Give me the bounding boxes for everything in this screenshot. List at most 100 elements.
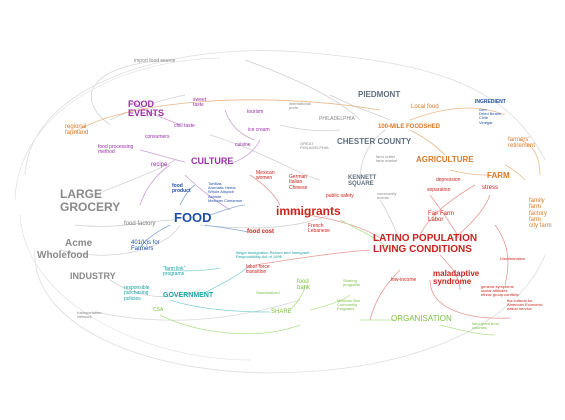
ingredient-label: INGREDIENT xyxy=(475,99,506,105)
edge xyxy=(184,174,231,211)
farm-link-programs-label: "farm link" programs xyxy=(163,266,186,278)
food-product-label: food product xyxy=(172,183,191,195)
edge xyxy=(359,129,386,181)
edge xyxy=(504,164,526,181)
edge xyxy=(329,94,391,121)
edge xyxy=(339,219,391,251)
edge xyxy=(279,124,341,132)
edge xyxy=(139,164,171,206)
edge xyxy=(369,269,401,321)
food-events-label: FOOD EVENTS xyxy=(128,99,165,119)
food-cost-label: food cost xyxy=(247,229,274,235)
edge xyxy=(34,249,546,374)
edge xyxy=(90,59,176,126)
edge xyxy=(69,99,381,136)
large-grocery-label: LARGE GROCERY xyxy=(60,187,121,214)
latino-living-conditions-label: LATINO POPULATION LIVING CONDITIONS xyxy=(373,233,478,255)
kennett-square-label: KENNETT SQUARE xyxy=(348,175,377,188)
fair-farm-labor-label: Fair Farm Labor xyxy=(428,211,454,224)
edge xyxy=(94,299,301,321)
farm-label: FARM xyxy=(487,171,510,180)
edge xyxy=(139,224,171,251)
food-processing-method-label: food processing method xyxy=(98,144,134,156)
standardized-label: Standardized xyxy=(256,290,280,295)
edge xyxy=(454,194,491,239)
edge xyxy=(249,174,281,206)
share-label: SHARE xyxy=(271,309,292,315)
edge xyxy=(94,159,176,196)
csa-label: CSA xyxy=(153,307,164,313)
edge xyxy=(254,249,371,266)
edge xyxy=(199,264,251,296)
edge xyxy=(289,211,381,239)
french-lebanese-label: French Lebanese xyxy=(308,223,330,235)
edge xyxy=(224,139,261,166)
edge xyxy=(439,324,496,336)
edge xyxy=(14,57,221,201)
edge xyxy=(164,267,221,272)
organisation-label: ORGANISATION xyxy=(391,314,452,323)
local-food-label: Local food xyxy=(411,104,439,110)
labor-force-transition-label: labor force transition xyxy=(246,264,270,276)
regional-farmland-label: regional farmland xyxy=(65,124,89,137)
philadelphia-label: PHILADELPHIA xyxy=(319,116,355,122)
discrimination-label: Discrimination xyxy=(500,256,526,261)
farm-outlet-label: farm outlet farm market xyxy=(376,154,398,164)
edge xyxy=(209,204,246,216)
general-symptoms-label: general symptoms social attitudes ethnic… xyxy=(481,284,519,298)
german-italian-chinese-label: German Italian Chinese xyxy=(289,174,308,191)
edge xyxy=(129,99,181,126)
sweet-taste-label: sweet taste xyxy=(193,97,207,109)
edge xyxy=(409,107,506,121)
chili-taste-label: chili taste xyxy=(174,123,195,129)
wholefood-label: Wholefood xyxy=(37,250,89,261)
edge xyxy=(109,279,201,297)
international-ports-label: international ports xyxy=(289,101,311,111)
edge xyxy=(19,214,251,361)
consumers-label: consumers xyxy=(145,134,170,140)
edge xyxy=(139,149,186,163)
low-income-label: low-income xyxy=(391,277,417,283)
foodshed-label: 100-MILE FOODSHED xyxy=(378,124,441,130)
ingredient-list: Tortillas Aromatic Herbs Whole Allspice … xyxy=(208,181,243,203)
land-grant-label: land grant from colonies xyxy=(472,321,499,331)
agriculture-label: AGRICULTURE xyxy=(416,155,474,164)
tourism-label: tourism xyxy=(247,109,264,115)
import-food-source-label: import food source xyxy=(134,58,176,64)
transportation-network-label: transportation Network xyxy=(77,310,102,320)
farm-types-list: family farm factory farm city farm xyxy=(529,198,552,230)
industry-label: INDUSTRY xyxy=(70,271,116,281)
edge xyxy=(429,279,511,319)
great-philadelphia-label: GREAT PHILADELPHIA xyxy=(300,141,329,151)
cultural-program-label: the cultural for American Economic natio… xyxy=(507,298,543,312)
mexican-women-label: Mexican women xyxy=(256,170,275,182)
edge xyxy=(494,224,509,286)
edge xyxy=(244,59,361,121)
edge xyxy=(74,219,176,227)
recipe-label: recipe xyxy=(151,162,168,168)
chester-county-label: CHESTER COUNTY xyxy=(337,137,412,146)
edge xyxy=(289,284,306,311)
edge xyxy=(159,314,301,335)
401k-farmers-label: 401(k)s for Farmers xyxy=(131,240,160,253)
depression-label: depression xyxy=(436,177,461,183)
edge xyxy=(109,94,186,121)
acme-label: Acme xyxy=(65,238,93,249)
piedmont-label: PIEDMONT xyxy=(358,90,401,99)
edge xyxy=(24,50,546,176)
responsible-purchasing-label: responsible purchasing policies xyxy=(124,285,150,302)
ingredient-items-list: corn Dried Beans Chile Vinegar xyxy=(479,107,502,125)
ice-cream-label: ice cream xyxy=(248,127,270,133)
farmers-retirement-label: farmers' retirement xyxy=(508,137,536,150)
edge xyxy=(59,224,181,256)
edge xyxy=(419,184,476,236)
food-factory-label: food factory xyxy=(124,221,156,227)
edge xyxy=(409,129,446,156)
edge xyxy=(379,199,401,241)
edge xyxy=(209,134,321,181)
maladaptive-syndrome-label: maladaptive syndrome xyxy=(433,269,480,287)
public-safety-label: public safety xyxy=(326,193,354,199)
separation-label: separation xyxy=(427,187,451,193)
